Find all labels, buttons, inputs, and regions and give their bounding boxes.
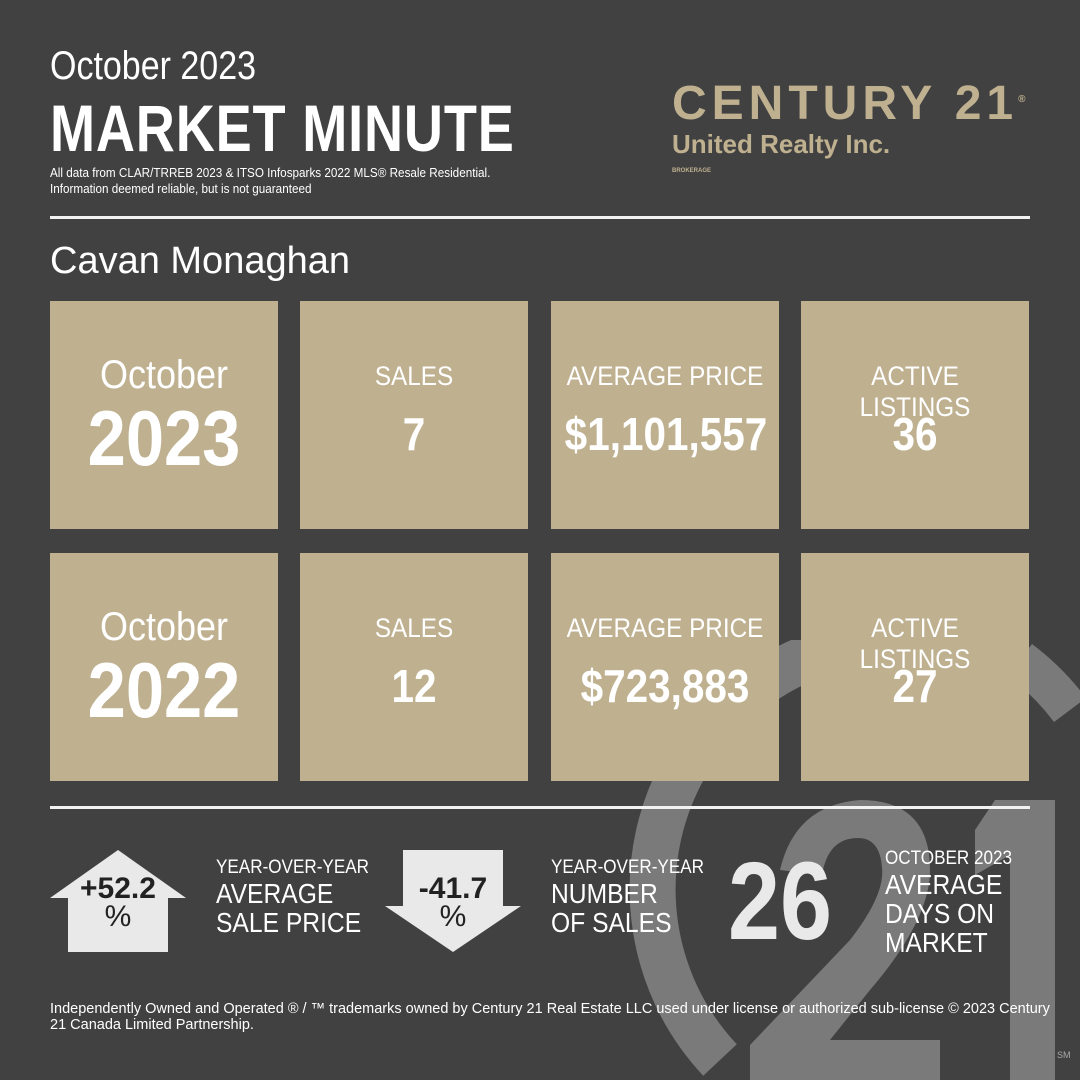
summary-label-small: YEAR-OVER-YEAR xyxy=(216,857,369,878)
logo-office: United Realty Inc. xyxy=(672,129,891,159)
registered-mark: ® xyxy=(1018,94,1026,105)
summary-label-small: YEAR-OVER-YEAR xyxy=(551,857,704,878)
period-month: October xyxy=(99,605,229,649)
listings-tile-2022: ACTIVE LISTINGS 27 xyxy=(801,553,1029,781)
stat-value: 27 xyxy=(892,660,938,712)
summary-label: DAYS ON xyxy=(885,898,995,929)
arrow-up-icon xyxy=(50,850,186,952)
divider xyxy=(50,806,1030,809)
summary-label: AVERAGE xyxy=(885,869,1003,900)
summary-label: NUMBER xyxy=(551,878,658,909)
summary-label-small: OCTOBER 2023 xyxy=(885,848,1013,869)
disclaimer-line: Information deemed reliable, but is not … xyxy=(50,181,312,196)
period-tile-2023: October 2023 xyxy=(50,301,278,529)
logo-brand: CENTURY 21 xyxy=(672,77,1019,130)
disclaimer-line: All data from CLAR/TRREB 2023 & ITSO Inf… xyxy=(50,165,491,180)
period-month: October xyxy=(99,353,229,397)
sales-tile-2023: SALES 7 xyxy=(300,301,528,529)
stat-label: AVERAGE PRICE xyxy=(566,361,764,391)
service-mark: SM xyxy=(1057,1050,1071,1060)
stat-value: 12 xyxy=(391,660,437,712)
stat-value: 7 xyxy=(402,408,426,460)
stat-label: SALES xyxy=(374,613,454,643)
days-on-market-value: 26 xyxy=(728,840,833,963)
price-change-value: +52.2 xyxy=(80,872,156,905)
page-title: MARKET MINUTE xyxy=(50,91,515,165)
data-disclaimer: All data from CLAR/TRREB 2023 & ITSO Inf… xyxy=(50,165,490,197)
sales-change-value: -41.7 xyxy=(418,872,488,905)
arrow-down-icon xyxy=(385,850,521,952)
avg-price-tile-2023: AVERAGE PRICE $1,101,557 xyxy=(551,301,779,529)
report-month: October 2023 xyxy=(50,44,257,88)
avg-price-tile-2022: AVERAGE PRICE $723,883 xyxy=(551,553,779,781)
listings-tile-2023: ACTIVE LISTINGS 36 xyxy=(801,301,1029,529)
area-name: Cavan Monaghan xyxy=(50,240,350,282)
logo-brokerage: BROKERAGE xyxy=(672,168,712,174)
stat-label: AVERAGE PRICE xyxy=(566,613,764,643)
stat-label: ACTIVE LISTINGS xyxy=(859,361,971,422)
stat-label: SALES xyxy=(374,361,454,391)
stat-value: 36 xyxy=(892,408,938,460)
price-change-unit: % xyxy=(104,900,132,933)
legal-footer: Independently Owned and Operated ® / ™ t… xyxy=(50,1001,1050,1033)
period-tile-2022: October 2022 xyxy=(50,553,278,781)
summary-label: MARKET xyxy=(885,927,988,958)
divider xyxy=(50,216,1030,219)
sales-tile-2022: SALES 12 xyxy=(300,553,528,781)
stat-label: ACTIVE LISTINGS xyxy=(859,613,971,674)
summary-label: SALE PRICE xyxy=(216,907,362,938)
century21-logo: CENTURY 21® United Realty Inc. BROKERAGE xyxy=(672,76,1025,174)
period-year: 2022 xyxy=(87,646,241,734)
summary-label: AVERAGE xyxy=(216,878,334,909)
summary-label: OF SALES xyxy=(551,907,672,938)
stat-value: $723,883 xyxy=(580,660,750,712)
period-year: 2023 xyxy=(87,394,241,482)
stat-value: $1,101,557 xyxy=(564,408,768,460)
sales-change-unit: % xyxy=(439,900,467,933)
